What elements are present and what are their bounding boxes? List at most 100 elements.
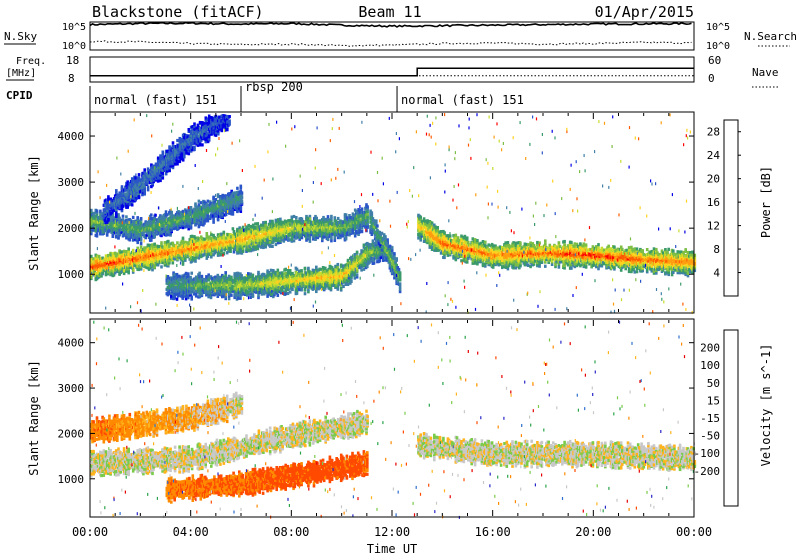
heatmap-cell — [168, 242, 171, 247]
heatmap-cell — [194, 275, 198, 279]
heatmap-cell — [245, 248, 248, 252]
heatmap-cell — [251, 248, 255, 252]
heatmap-cell — [259, 279, 263, 283]
heatmap-cell — [216, 252, 220, 256]
heatmap-cell — [249, 249, 253, 253]
nsearch-label: N.Search — [744, 30, 797, 43]
heatmap-cell — [121, 214, 125, 218]
heatmap-cell — [217, 129, 220, 133]
heatmap-cell — [298, 237, 301, 241]
heatmap-cell — [177, 210, 180, 214]
heatmap-cell — [198, 120, 202, 125]
heatmap-cell — [173, 272, 176, 277]
heatmap-cell — [170, 228, 173, 232]
heatmap-cell — [131, 268, 135, 272]
heatmap-cell — [240, 251, 244, 255]
heatmap-cell — [219, 293, 223, 297]
heatmap-cell — [152, 164, 155, 168]
heatmap-cell — [224, 297, 227, 301]
heatmap-cell — [137, 260, 141, 264]
heatmap-cell — [90, 229, 93, 233]
heatmap-cell — [326, 237, 330, 241]
nave-tick-low: 0 — [708, 72, 715, 85]
heatmap-cell — [207, 137, 211, 141]
heatmap-cell — [264, 230, 267, 234]
heatmap-cell — [184, 294, 188, 299]
heatmap-cell — [201, 143, 204, 147]
heatmap-cell — [233, 232, 237, 236]
heatmap-cell — [231, 191, 235, 195]
heatmap-cell — [131, 235, 135, 239]
heatmap-cell — [187, 219, 190, 223]
heatmap-cell — [181, 238, 185, 242]
heatmap-cell — [168, 244, 171, 248]
heatmap-cell — [159, 178, 162, 183]
heatmap-cell — [111, 232, 115, 237]
heatmap-cell — [185, 151, 188, 155]
heatmap-cell — [216, 294, 220, 298]
heatmap-cell — [128, 188, 132, 192]
heatmap-cell — [150, 163, 153, 167]
heatmap-cell — [181, 226, 185, 230]
heatmap-cell — [107, 253, 110, 258]
heatmap-cell — [170, 213, 173, 217]
heatmap-cell — [92, 228, 95, 232]
heatmap-cell — [176, 159, 179, 163]
heatmap-cell — [247, 275, 250, 279]
freq-line — [90, 67, 694, 77]
heatmap-cell — [358, 210, 361, 214]
heatmap-cell — [206, 214, 210, 218]
heatmap-cell — [179, 247, 183, 251]
heatmap-cell — [214, 131, 218, 135]
heatmap-cell — [194, 259, 197, 263]
heatmap-cell — [268, 240, 272, 244]
noise-tick-left-top: 10^5 — [62, 22, 86, 33]
date-title: 01/Apr/2015 — [595, 3, 694, 21]
heatmap-cell — [288, 219, 291, 223]
heatmap-cell — [312, 220, 315, 224]
heatmap-cell — [189, 253, 193, 257]
heatmap-cell — [125, 215, 128, 219]
heatmap-cell — [96, 229, 100, 233]
heatmap-cell — [212, 127, 215, 131]
heatmap-cell — [189, 293, 192, 297]
heatmap-cell — [206, 284, 209, 289]
heatmap-cell — [247, 272, 250, 276]
heatmap-cell — [171, 241, 175, 245]
heatmap-cell — [259, 228, 263, 232]
heatmap-cell — [115, 190, 118, 194]
heatmap-cell — [220, 252, 223, 257]
heatmap-cell — [117, 235, 120, 239]
heatmap-cell — [134, 225, 137, 229]
heatmap-cell — [151, 268, 154, 272]
heatmap-cell — [306, 235, 309, 239]
heatmap-cell — [366, 216, 369, 221]
heatmap-cell — [193, 125, 196, 129]
heatmap-cell — [196, 141, 200, 145]
heatmap-cell — [201, 133, 204, 137]
heatmap-cell — [306, 216, 309, 220]
heatmap-cell — [142, 231, 145, 235]
heatmap-cell — [175, 290, 179, 294]
heatmap-cell — [120, 265, 124, 269]
heatmap-cell — [276, 218, 280, 222]
heatmap-cell — [205, 256, 209, 260]
heatmap-cell — [290, 219, 294, 223]
heatmap-cell — [139, 242, 143, 246]
heatmap-cell — [274, 220, 278, 224]
heatmap-cell — [165, 232, 169, 236]
heatmap-cell — [153, 235, 156, 239]
heatmap-cell — [239, 186, 243, 190]
heatmap-cell — [360, 230, 364, 234]
heatmap-cell — [156, 156, 160, 160]
heatmap-cell — [269, 288, 273, 292]
heatmap-cell — [222, 239, 226, 243]
heatmap-cell — [148, 266, 152, 270]
heatmap-cell — [274, 242, 278, 247]
heatmap-cell — [330, 239, 333, 243]
heatmap-cell — [90, 256, 93, 260]
heatmap-cell — [207, 133, 211, 137]
heatmap-cell — [194, 236, 197, 240]
heatmap-cell — [137, 194, 141, 199]
heatmap-cell — [131, 270, 135, 274]
